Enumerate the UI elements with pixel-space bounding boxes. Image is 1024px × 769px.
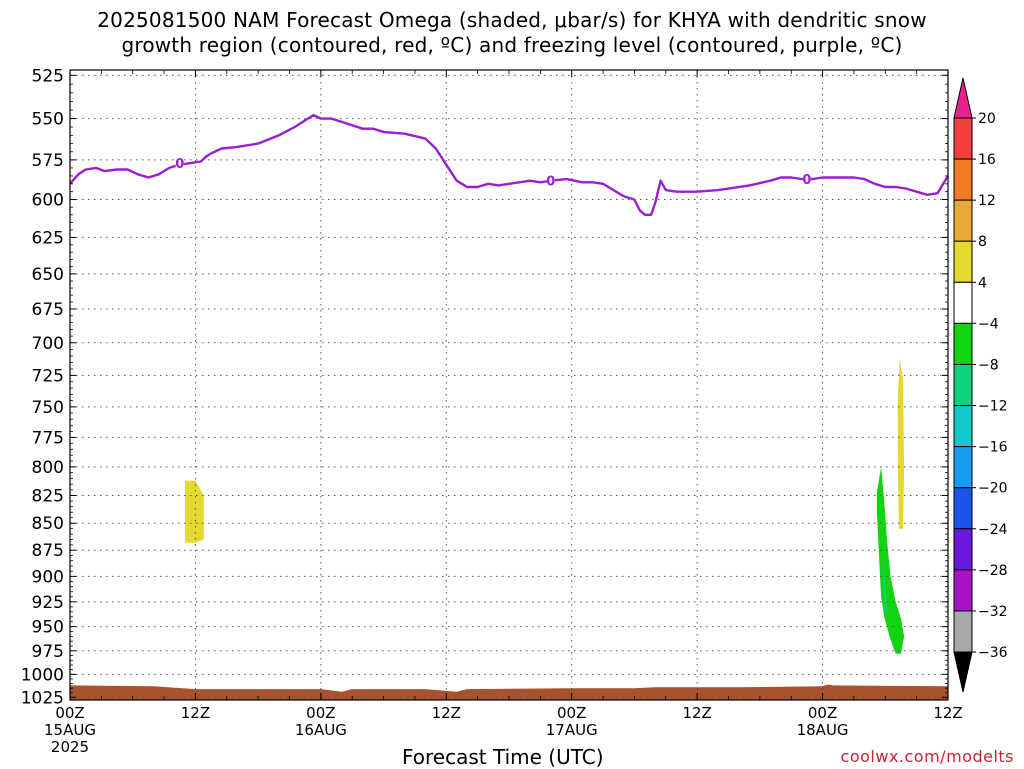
colorbar-label: −12 (978, 399, 1008, 415)
colorbar-label: 12 (978, 193, 996, 209)
y-tick-label: 1000 (21, 665, 64, 685)
y-tick-label: 975 (32, 642, 64, 662)
colorbar-swatch (953, 322, 973, 365)
y-axis: 525 550 575 600 625 650 675 700 725 750 775 800 825 8… (21, 66, 948, 708)
colorbar-label: −4 (978, 316, 999, 332)
omega-shading-layer (185, 358, 905, 654)
y-tick-label: 675 (32, 300, 64, 320)
colorbar-swatch (953, 405, 973, 448)
freezing-label-bg (802, 173, 811, 186)
freezing-label-bg (546, 174, 555, 187)
freezing-level-label: 0 (175, 157, 184, 172)
x-tick-label: 00Z (557, 704, 586, 722)
y-tick-label: 625 (32, 228, 64, 248)
freezing-label-bg (175, 157, 184, 170)
freezing-level-layer: 0 0 0 (69, 113, 950, 217)
colorbar-swatch (953, 610, 973, 653)
freezing-level-line (69, 113, 950, 217)
x-tick-label: 12Z (933, 704, 962, 722)
y-tick-label: 800 (32, 458, 64, 478)
colorbar-swatch (953, 117, 973, 160)
x-tick-year: 2025 (51, 738, 89, 756)
plot-frame (69, 69, 949, 701)
y-tick-label: 875 (32, 541, 64, 561)
x-tick-date: 17AUG (546, 721, 598, 739)
omega-region-1 (185, 480, 204, 543)
y-tick-label: 650 (32, 265, 64, 285)
colorbar-label: 20 (978, 111, 996, 127)
credit-link[interactable]: coolwx.com/modelts (840, 747, 1014, 766)
colorbar-swatch (953, 281, 973, 324)
colorbar-label: 8 (978, 234, 987, 250)
chart-title-line2: growth region (contoured, red, ºC) and f… (121, 33, 903, 57)
colorbar: 20 16 12 8 4 −4 −8 −12 −16 −20 −24 −28 −32 −36 (953, 77, 1008, 693)
y-tick-label: 825 (32, 486, 64, 506)
omega-region-3 (876, 466, 905, 654)
x-tick-label: 12Z (432, 704, 461, 722)
chart-title-line1: 2025081500 NAM Forecast Omega (shaded, μ… (97, 8, 927, 32)
colorbar-label: −8 (978, 357, 999, 373)
colorbar-top-arrow (953, 77, 973, 119)
y-tick-label: 850 (32, 514, 64, 534)
x-tick-date: 18AUG (797, 721, 849, 739)
x-tick-label: 12Z (682, 704, 711, 722)
colorbar-swatch (953, 240, 973, 283)
colorbar-swatch (953, 569, 973, 612)
colorbar-label: −28 (978, 563, 1008, 579)
y-tick-label: 925 (32, 593, 64, 613)
grid-layer (70, 70, 948, 700)
colorbar-bottom-arrow (953, 651, 973, 693)
colorbar-swatch (953, 446, 973, 489)
y-tick-label: 725 (32, 366, 64, 386)
y-tick-label: 550 (32, 110, 64, 130)
colorbar-swatch (953, 158, 973, 201)
colorbar-label: 16 (978, 152, 996, 168)
colorbar-label: −20 (978, 481, 1008, 497)
x-tick-label: 00Z (808, 704, 837, 722)
chart-title: 2025081500 NAM Forecast Omega (shaded, μ… (0, 8, 1024, 58)
y-tick-label: 600 (32, 190, 64, 210)
y-tick-label: 900 (32, 567, 64, 587)
colorbar-label: −24 (978, 522, 1008, 538)
y-tick-label: 575 (32, 151, 64, 171)
x-tick-date: 16AUG (295, 721, 347, 739)
colorbar-swatch (953, 528, 973, 571)
y-tick-label: 750 (32, 398, 64, 418)
omega-region-4 (883, 555, 888, 612)
freezing-level-label: 0 (802, 173, 811, 188)
colorbar-swatch (953, 199, 973, 242)
colorbar-swatch (953, 487, 973, 530)
omega-region-2 (897, 358, 905, 529)
x-tick-date: 15AUG (44, 721, 96, 739)
y-tick-label: 1025 (21, 688, 64, 708)
colorbar-label: −36 (978, 645, 1008, 661)
x-axis-title: Forecast Time (UTC) (402, 745, 604, 769)
x-tick-label: 12Z (181, 704, 210, 722)
y-tick-label: 950 (32, 618, 64, 638)
colorbar-label: −16 (978, 440, 1008, 456)
freezing-level-label: 0 (546, 175, 555, 190)
y-tick-label: 525 (32, 66, 64, 86)
y-tick-label: 700 (32, 334, 64, 354)
colorbar-label: 4 (978, 275, 987, 291)
colorbar-swatch (953, 363, 973, 407)
y-tick-label: 775 (32, 428, 64, 448)
colorbar-label: −32 (978, 604, 1008, 620)
x-tick-label: 00Z (306, 704, 335, 722)
x-tick-label: 00Z (55, 704, 84, 722)
